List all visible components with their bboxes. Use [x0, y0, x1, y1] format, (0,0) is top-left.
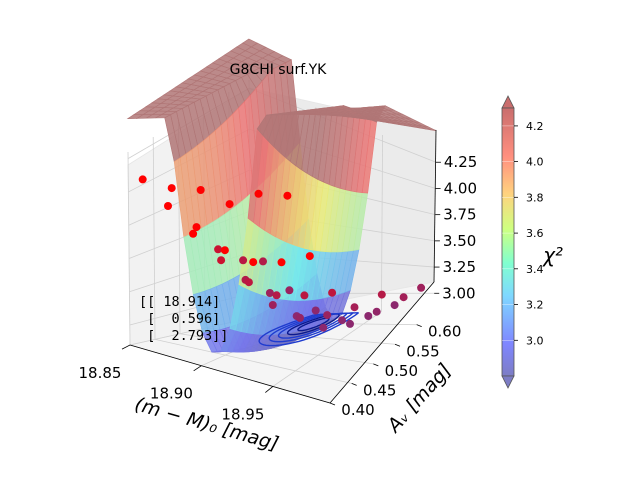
data-point	[239, 256, 248, 265]
data-point	[265, 289, 274, 297]
annotation-line-3: [ 2.793]]	[139, 328, 228, 344]
data-point	[217, 256, 226, 265]
z-ticks: 3.00 3.25 3.50 3.75 4.00 4.25	[434, 153, 477, 302]
data-point	[328, 288, 337, 297]
data-point	[323, 311, 332, 320]
x-tick-mark	[121, 344, 131, 350]
contour-line	[297, 317, 330, 332]
y-tick-mark	[394, 343, 401, 347]
z-tick-label: 3.75	[443, 206, 476, 224]
colorbar-label: χ²	[542, 243, 563, 267]
y-tick-mark	[351, 383, 357, 386]
data-point	[372, 307, 381, 316]
z-tick-label: 3.00	[442, 284, 475, 302]
data-point	[283, 191, 292, 200]
colorbar-tick-label: 3.2	[526, 299, 544, 312]
data-point	[285, 286, 294, 295]
data-point	[259, 257, 267, 266]
data-point	[249, 258, 258, 267]
colorbar-tick-label: 3.8	[526, 191, 544, 204]
data-point	[196, 186, 205, 194]
colorbar-tick-label: 3.6	[526, 227, 544, 240]
annotation-line-2: [ 0.596]	[139, 311, 220, 327]
x-tick-mark	[193, 365, 202, 372]
colorbar-tick-label: 3.0	[526, 334, 544, 347]
back-grid-x	[381, 134, 383, 312]
y-ticks: 0.40 0.450.50 0.550.60	[329, 323, 461, 419]
colorbar-tick-label: 4.2	[526, 120, 544, 133]
z-tick-label: 3.50	[443, 232, 476, 250]
data-point	[417, 283, 426, 292]
annotation-line-1: [[ 18.914]	[139, 294, 220, 310]
data-point	[311, 306, 320, 315]
z-tick-label: 3.25	[443, 258, 476, 276]
colorbar-body	[501, 107, 515, 377]
colorbar-tick-label: 4.0	[526, 156, 544, 169]
data-point	[277, 258, 286, 267]
left-grid-y	[127, 151, 131, 346]
data-point	[296, 313, 304, 322]
y-tick-label: 0.60	[428, 323, 461, 341]
floor-grid-y	[154, 338, 352, 384]
colorbar: 3.0 3.2 3.4 3.6 3.8 4.0 4.2 χ²	[501, 95, 563, 389]
data-point	[189, 229, 198, 238]
data-point	[164, 202, 172, 210]
y-tick-label: 0.40	[341, 401, 374, 419]
colorbar-bottom-extend	[501, 375, 515, 389]
data-point	[346, 319, 354, 328]
data-point	[272, 291, 281, 300]
data-point	[377, 290, 386, 299]
y-tick-label: 0.50	[385, 362, 418, 380]
data-points	[138, 175, 426, 332]
y-tick-mark	[329, 402, 336, 406]
surface-facet	[321, 113, 337, 115]
data-point	[350, 303, 359, 312]
data-point	[399, 293, 408, 302]
y-tick-label: 0.55	[406, 342, 439, 360]
data-point	[390, 301, 399, 310]
z-tick-label: 4.25	[444, 153, 477, 171]
left-grid-y	[152, 136, 156, 340]
contour-line	[258, 311, 359, 347]
x-ticks: 18.85 18.90 18.95	[79, 344, 274, 423]
data-point	[225, 200, 234, 209]
y-tick-mark	[373, 363, 379, 367]
x-tick-label: 18.95	[221, 405, 264, 423]
data-point	[319, 323, 328, 332]
data-point	[305, 252, 314, 261]
colorbar-ticks: 3.0 3.2 3.4 3.6 3.8 4.0 4.2	[502, 120, 544, 347]
data-point	[244, 278, 253, 287]
chart-title: G8CHI surf.YK	[230, 62, 327, 78]
chi2-contours	[258, 311, 359, 347]
colorbar-tick-label: 3.4	[526, 263, 544, 276]
data-point	[214, 245, 223, 254]
data-point	[192, 223, 201, 232]
data-point	[220, 246, 229, 255]
data-point	[167, 184, 176, 193]
x-tick-mark	[265, 386, 274, 393]
x-tick-label: 18.90	[150, 385, 193, 403]
y-tick-mark	[416, 324, 422, 328]
data-point	[364, 312, 373, 320]
z-axis-line	[433, 129, 437, 283]
contour-line	[286, 313, 340, 336]
data-point	[338, 316, 346, 325]
x-axis-line	[129, 344, 331, 404]
data-point	[138, 175, 147, 184]
data-point	[268, 301, 277, 309]
z-tick-label: 4.00	[444, 179, 477, 197]
data-point	[254, 189, 263, 198]
colorbar-top-extend	[501, 95, 515, 109]
data-point	[300, 291, 309, 300]
x-tick-label: 18.85	[79, 364, 122, 382]
x-axis-label: (m − M)₀ [mag]	[132, 393, 281, 455]
y-axis-line	[329, 281, 435, 404]
fit-annotation: [[ 18.914] [ 0.596] [ 2.793]]	[139, 294, 228, 344]
y-tick-label: 0.45	[363, 381, 396, 399]
